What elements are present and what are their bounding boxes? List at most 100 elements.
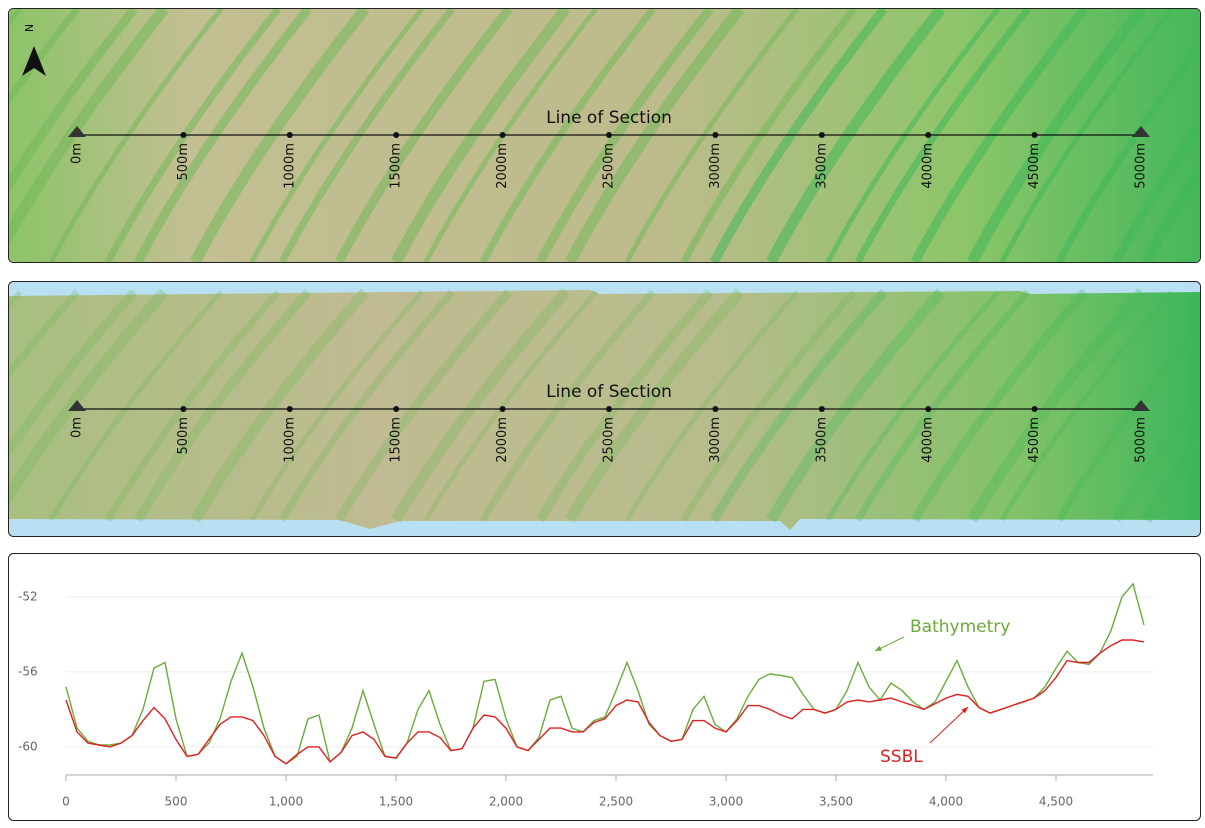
section-node <box>712 406 719 412</box>
x-tick-label: 2,000 <box>489 795 523 809</box>
dune-ridge <box>48 290 223 522</box>
dune-ridge <box>249 290 424 522</box>
dune-ridge <box>1112 289 1200 523</box>
section-node <box>286 406 293 412</box>
distance-label: 3000m <box>708 417 723 463</box>
section-node <box>818 132 825 138</box>
distance-label: 1000m <box>282 143 297 189</box>
distance-label: 3500m <box>814 143 829 189</box>
series-label: Bathymetry <box>910 617 1010 637</box>
section-node <box>499 132 506 138</box>
dune-ridge <box>911 9 1089 262</box>
dune-ridge <box>967 288 1147 523</box>
x-tick-label: 0 <box>62 795 70 809</box>
section-title: Line of Section <box>546 382 672 402</box>
dune-ridge <box>766 9 946 262</box>
distance-label: 500m <box>176 143 191 180</box>
section-node <box>606 406 612 412</box>
dune-ridge <box>825 9 1000 262</box>
section-node <box>925 132 932 138</box>
dune-ridges <box>9 288 1200 523</box>
dune-ridge <box>9 9 80 262</box>
dune-ridge <box>278 9 455 262</box>
distance-label: 0m <box>70 417 85 438</box>
section-node <box>180 406 187 412</box>
dune-ridge <box>335 9 513 262</box>
dune-ridge <box>1141 9 1200 262</box>
x-tick-label: 1,000 <box>269 795 303 809</box>
section-title: Line of Section <box>546 108 672 128</box>
map-background <box>9 290 1200 530</box>
dune-ridge <box>104 289 281 522</box>
dune-ridge <box>479 9 656 262</box>
section-node <box>925 406 932 412</box>
dune-ridge <box>1055 289 1200 522</box>
series-label: SSBL <box>880 747 923 767</box>
distance-label: 0m <box>70 143 85 164</box>
dune-ridge <box>854 9 1031 262</box>
dune-ridge <box>391 9 571 262</box>
dune-ridge <box>190 9 370 262</box>
dune-ridge <box>9 288 169 523</box>
dune-ridge <box>1112 9 1200 262</box>
dune-ridge <box>479 289 656 522</box>
x-tick-label: 1,500 <box>379 795 413 809</box>
distance-label: 4000m <box>921 143 936 189</box>
dune-ridge <box>999 290 1174 522</box>
dune-ridge <box>335 289 513 523</box>
annotation-arrow <box>929 706 969 744</box>
section-node <box>499 406 506 412</box>
north-arrow-shape <box>22 46 46 76</box>
dune-ridge <box>9 9 138 262</box>
distance-label: 500m <box>176 417 191 454</box>
dune-ridge <box>249 9 424 262</box>
x-tick-label: 2,500 <box>599 795 633 809</box>
section-end <box>1132 126 1150 137</box>
dune-ridge <box>134 9 312 262</box>
distance-label: 4500m <box>1027 143 1042 189</box>
dune-ridge <box>680 9 857 262</box>
dune-ridge <box>190 288 370 523</box>
x-tick-label: 3,500 <box>819 795 853 809</box>
dune-ridge <box>423 290 598 522</box>
dune-ridge <box>134 289 312 523</box>
section-node <box>818 406 825 412</box>
y-tick-label: -56 <box>18 664 38 678</box>
dune-ridge <box>565 9 745 262</box>
distance-label: 5000m <box>1134 417 1149 463</box>
distance-label: 2000m <box>495 417 510 463</box>
dune-ridge <box>9 289 138 523</box>
map-frame <box>8 8 1201 263</box>
map-frame <box>8 281 1201 537</box>
dune-ridge <box>278 289 455 522</box>
distance-label: 3000m <box>708 143 723 189</box>
dune-ridge <box>911 289 1089 523</box>
distance-label: 2500m <box>602 143 617 189</box>
dune-ridge <box>710 289 888 523</box>
dune-ridge <box>1141 288 1200 523</box>
section-node <box>393 132 400 138</box>
dune-ridge <box>391 288 571 523</box>
dune-ridge <box>536 9 714 262</box>
x-tick-label: 4,000 <box>929 795 963 809</box>
distance-label: 1500m <box>389 143 404 189</box>
dune-ridge <box>967 9 1147 262</box>
dune-ridge <box>1055 9 1200 262</box>
dune-ridge <box>680 289 857 522</box>
series-line <box>65 639 1145 765</box>
x-tick-label: 3,000 <box>709 795 743 809</box>
y-tick-label: -52 <box>18 589 38 603</box>
dune-ridge <box>48 9 223 262</box>
distance-label: 4500m <box>1027 417 1042 463</box>
x-tick-label: 4,500 <box>1039 795 1073 809</box>
annotation-arrowhead <box>875 645 882 651</box>
section-node <box>1031 132 1038 138</box>
chart-frame <box>8 553 1201 821</box>
section-line: Line of Section 0m 500m 1000m 1500m 2000m 2500… <box>68 382 1150 463</box>
distance-label: 1000m <box>282 417 297 463</box>
dune-ridge <box>9 289 80 522</box>
dune-ridge <box>766 288 946 523</box>
north-arrow: N <box>22 24 46 76</box>
